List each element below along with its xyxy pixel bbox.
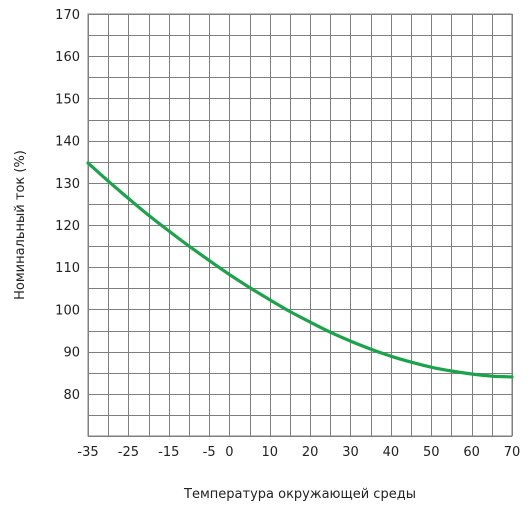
y-tick-label: 80 xyxy=(63,388,80,403)
x-axis-title: Температура окружающей среды xyxy=(183,487,416,502)
x-tick-label: 0 xyxy=(225,445,233,460)
x-tick-label: 20 xyxy=(302,445,319,460)
x-tick-labels: -35 -25 -15 -5 0 10 20 30 40 50 60 70 xyxy=(77,445,520,460)
grid xyxy=(88,14,513,437)
x-tick-label: 50 xyxy=(423,445,440,460)
y-tick-label: 160 xyxy=(55,50,80,65)
series-layer xyxy=(86,161,514,379)
x-tick-label: 60 xyxy=(463,445,480,460)
y-tick-label: 90 xyxy=(63,346,80,361)
y-tick-label: 140 xyxy=(55,135,80,150)
y-tick-label: 130 xyxy=(55,177,80,192)
y-tick-label: 100 xyxy=(55,303,80,318)
y-tick-label: 150 xyxy=(55,92,80,107)
y-tick-label: 110 xyxy=(55,261,80,276)
x-tick-label: -5 xyxy=(203,445,216,460)
x-tick-label: -15 xyxy=(158,445,179,460)
x-tick-label: 40 xyxy=(383,445,400,460)
x-tick-label: -35 xyxy=(77,445,98,460)
x-tick-label: 10 xyxy=(261,445,278,460)
y-tick-label: 170 xyxy=(55,8,80,23)
y-axis-title: Номинальный ток (%) xyxy=(13,150,28,300)
plot-frame xyxy=(87,13,513,437)
x-tick-label: -25 xyxy=(118,445,139,460)
y-tick-labels: 80 90 100 110 120 130 140 150 160 170 xyxy=(55,8,80,403)
series-line xyxy=(86,161,514,379)
x-tick-label: 70 xyxy=(504,445,521,460)
y-tick-label: 120 xyxy=(55,219,80,234)
x-tick-label: 30 xyxy=(342,445,359,460)
